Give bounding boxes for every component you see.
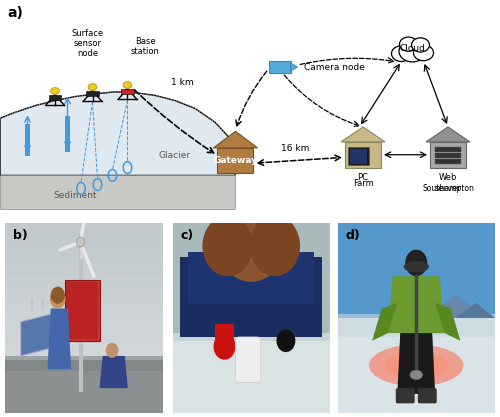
Circle shape (202, 216, 253, 276)
FancyBboxPatch shape (65, 116, 70, 152)
FancyBboxPatch shape (5, 276, 162, 289)
FancyBboxPatch shape (5, 236, 162, 250)
FancyBboxPatch shape (348, 147, 369, 165)
Circle shape (88, 84, 97, 90)
Polygon shape (218, 148, 254, 173)
Text: 16 km: 16 km (281, 144, 309, 153)
Circle shape (276, 329, 295, 352)
Circle shape (412, 38, 430, 52)
FancyBboxPatch shape (172, 333, 330, 413)
FancyBboxPatch shape (5, 329, 162, 343)
Text: Sediment: Sediment (53, 191, 97, 200)
Text: Glacier: Glacier (159, 151, 191, 160)
FancyBboxPatch shape (350, 148, 367, 163)
Text: 1 km: 1 km (171, 78, 194, 87)
Text: Camera node: Camera node (304, 63, 364, 72)
FancyBboxPatch shape (396, 388, 414, 403)
FancyBboxPatch shape (435, 153, 461, 158)
FancyBboxPatch shape (5, 223, 162, 413)
Ellipse shape (237, 356, 259, 371)
FancyBboxPatch shape (5, 223, 162, 236)
Circle shape (50, 88, 59, 94)
FancyBboxPatch shape (5, 263, 162, 276)
Ellipse shape (204, 219, 298, 272)
Polygon shape (456, 303, 495, 318)
Text: d): d) (346, 229, 360, 242)
Ellipse shape (369, 344, 464, 386)
FancyBboxPatch shape (5, 289, 162, 303)
Text: Gateway: Gateway (214, 156, 258, 165)
Polygon shape (398, 327, 435, 394)
FancyBboxPatch shape (122, 89, 134, 94)
Polygon shape (430, 142, 466, 168)
FancyBboxPatch shape (5, 250, 162, 263)
Ellipse shape (399, 362, 434, 381)
Polygon shape (426, 127, 470, 142)
FancyBboxPatch shape (5, 343, 162, 356)
Polygon shape (290, 63, 298, 71)
Polygon shape (180, 257, 322, 337)
FancyBboxPatch shape (268, 61, 290, 73)
Polygon shape (21, 310, 65, 356)
Circle shape (106, 343, 118, 358)
Polygon shape (424, 295, 487, 318)
Polygon shape (345, 142, 381, 168)
FancyBboxPatch shape (236, 337, 260, 382)
FancyBboxPatch shape (435, 159, 461, 163)
FancyBboxPatch shape (5, 360, 162, 413)
Text: Cloud: Cloud (400, 44, 425, 53)
Circle shape (50, 286, 65, 304)
FancyBboxPatch shape (338, 314, 495, 337)
FancyBboxPatch shape (338, 318, 495, 413)
Circle shape (216, 198, 286, 282)
Text: Southampton: Southampton (422, 184, 474, 193)
Circle shape (399, 40, 426, 62)
Ellipse shape (404, 261, 429, 272)
Polygon shape (214, 131, 258, 148)
Text: a): a) (8, 6, 24, 20)
Polygon shape (100, 356, 128, 388)
FancyBboxPatch shape (172, 329, 330, 341)
Polygon shape (388, 276, 444, 333)
Text: b): b) (13, 229, 28, 242)
Ellipse shape (385, 352, 448, 379)
FancyBboxPatch shape (5, 356, 162, 371)
Circle shape (414, 45, 434, 61)
FancyBboxPatch shape (5, 303, 162, 316)
Text: c): c) (180, 229, 194, 242)
Text: PC: PC (358, 173, 368, 183)
Polygon shape (372, 303, 398, 341)
Circle shape (405, 250, 427, 276)
FancyBboxPatch shape (172, 223, 330, 413)
FancyBboxPatch shape (25, 124, 30, 156)
Text: Surface
sensor
node: Surface sensor node (72, 28, 104, 58)
Polygon shape (341, 127, 385, 142)
Polygon shape (48, 309, 71, 369)
Circle shape (250, 216, 300, 276)
Polygon shape (0, 92, 235, 176)
Text: Web
server: Web server (434, 173, 462, 193)
FancyBboxPatch shape (172, 223, 330, 333)
Circle shape (400, 37, 417, 51)
FancyBboxPatch shape (215, 324, 234, 347)
Circle shape (50, 289, 66, 309)
FancyBboxPatch shape (338, 223, 495, 318)
Text: Farm: Farm (352, 179, 374, 188)
FancyBboxPatch shape (49, 95, 61, 100)
Circle shape (214, 333, 236, 360)
FancyBboxPatch shape (418, 388, 436, 403)
Circle shape (392, 46, 411, 61)
Circle shape (76, 237, 84, 247)
FancyBboxPatch shape (65, 280, 100, 341)
FancyBboxPatch shape (86, 91, 99, 96)
Polygon shape (435, 303, 460, 341)
FancyBboxPatch shape (435, 148, 461, 152)
Ellipse shape (410, 370, 422, 379)
Polygon shape (188, 251, 314, 303)
Text: Base
station: Base station (130, 37, 160, 56)
Polygon shape (0, 176, 235, 209)
FancyBboxPatch shape (5, 316, 162, 329)
FancyBboxPatch shape (66, 282, 98, 339)
Circle shape (123, 82, 132, 88)
